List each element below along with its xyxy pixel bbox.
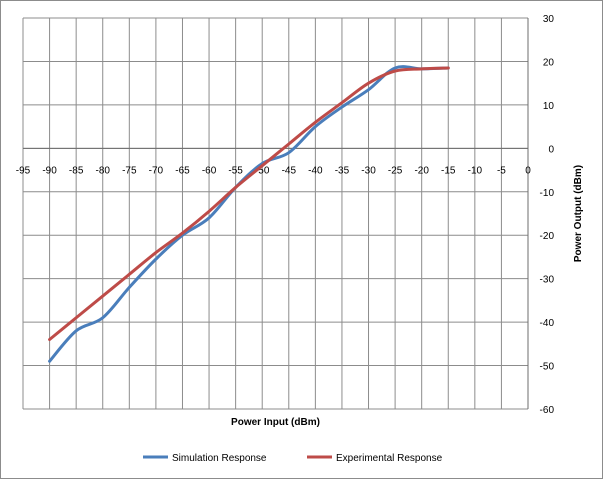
x-tick-label: -15 [441, 165, 456, 176]
x-tick-label: -50 [255, 165, 270, 176]
x-tick-label: -80 [96, 165, 111, 176]
x-tick-label: -30 [361, 165, 376, 176]
y-axis-title: Power Output (dBm) [573, 165, 584, 262]
y-tick-labels: 30 20 10 0 -10 -20 -30 -40 -50 -60 [540, 14, 555, 416]
x-tick-label: -65 [175, 165, 190, 176]
y-tick-label: -40 [540, 318, 555, 329]
x-tick-label: -95 [16, 165, 31, 176]
legend: Simulation Response Experimental Response [143, 453, 443, 464]
y-tick-label: 30 [543, 14, 555, 25]
x-tick-label: -20 [414, 165, 429, 176]
series-line-experimental-response [48, 66, 450, 341]
y-tick-label: -10 [540, 188, 555, 199]
x-tick-label: -45 [282, 165, 297, 176]
x-tick-label: -75 [122, 165, 137, 176]
x-tick-label: -35 [335, 165, 350, 176]
y-tick-label: -50 [540, 362, 555, 373]
axes [23, 18, 529, 409]
x-axis-title: Power Input (dBm) [231, 417, 320, 428]
series-lines [48, 65, 450, 363]
y-tick-label: -60 [540, 405, 555, 416]
series-line-simulation-response [48, 65, 450, 363]
x-tick-label: -5 [497, 165, 506, 176]
legend-label: Simulation Response [172, 453, 267, 464]
x-tick-label: -60 [202, 165, 217, 176]
x-tick-label: -85 [69, 165, 84, 176]
y-tick-label: -20 [540, 231, 555, 242]
x-tick-label: -40 [308, 165, 323, 176]
legend-label: Experimental Response [336, 453, 443, 464]
y-tick-label: 0 [548, 144, 554, 155]
x-tick-label: -70 [149, 165, 164, 176]
x-tick-label: -10 [468, 165, 483, 176]
x-tick-label: -90 [42, 165, 57, 176]
x-tick-labels: -95 -90 -85 -80 -75 -70 -65 -60 -55 -50 -45 -40 -35-… [16, 165, 531, 176]
grid [22, 17, 529, 410]
x-tick-label: 0 [525, 165, 531, 176]
x-tick-label: -55 [228, 165, 243, 176]
y-tick-label: 20 [543, 57, 555, 68]
y-tick-label: -30 [540, 275, 555, 286]
x-tick-label: -25 [388, 165, 403, 176]
y-tick-label: 10 [543, 101, 555, 112]
